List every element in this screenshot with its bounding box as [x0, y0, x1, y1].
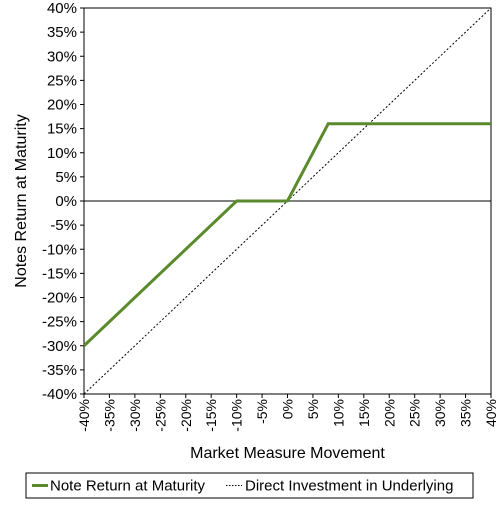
y-tick-label: -20%	[42, 290, 77, 307]
legend-label-note-return: Note Return at Maturity	[50, 478, 206, 495]
legend: Note Return at Maturity Direct Investmen…	[25, 472, 474, 499]
y-tick-label: 5%	[55, 169, 77, 186]
x-tick-label: -35%	[101, 399, 117, 432]
y-tick-label: 20%	[47, 97, 77, 114]
x-axis-ticks: -40% -35% -30% -25% -20% -15% -10% -5% 0% 5% 10% 15…	[76, 394, 499, 432]
y-axis-ticks: 40% 35% 30% 25% 20% 15% 10% 5% 0% -5% -10% -15% -20%…	[42, 0, 84, 403]
y-tick-label: 10%	[47, 145, 77, 162]
x-tick-label: 25%	[407, 399, 423, 427]
y-tick-label: 40%	[47, 0, 77, 17]
x-tick-label: 35%	[458, 399, 474, 427]
x-tick-label: -20%	[178, 399, 194, 432]
y-tick-label: -25%	[42, 314, 77, 331]
series-lines	[82, 7, 492, 395]
y-tick-label: -5%	[50, 217, 77, 234]
y-tick-label: 15%	[47, 121, 77, 138]
x-tick-label: 0%	[280, 399, 296, 419]
legend-frame	[25, 472, 474, 499]
x-tick-label: -40%	[76, 399, 92, 432]
y-tick-label: 0%	[55, 193, 77, 210]
y-tick-label: 25%	[47, 72, 77, 89]
y-tick-label: 35%	[47, 24, 77, 41]
series-line-note-return	[82, 122, 491, 347]
x-tick-label: 10%	[330, 399, 346, 427]
x-tick-label: -5%	[254, 399, 270, 424]
y-tick-label: -30%	[42, 338, 77, 355]
x-tick-label: 30%	[432, 399, 448, 427]
y-tick-label: -40%	[42, 386, 77, 403]
x-tick-label: 5%	[305, 399, 321, 419]
x-tick-label: 40%	[483, 399, 499, 427]
x-axis-title: Market Measure Movement	[190, 445, 385, 462]
x-tick-label: -25%	[152, 399, 168, 432]
y-tick-label: 30%	[47, 48, 77, 65]
x-tick-label: -15%	[203, 399, 219, 432]
x-tick-label: -30%	[127, 399, 143, 432]
x-tick-label: 20%	[381, 399, 397, 427]
y-tick-label: -35%	[42, 362, 77, 379]
x-tick-label: -10%	[229, 399, 245, 432]
x-tick-label: 15%	[356, 399, 372, 427]
y-tick-label: -15%	[42, 265, 77, 282]
legend-label-direct-investment: Direct Investment in Underlying	[245, 478, 453, 495]
y-axis-title: Notes Return at Maturity	[13, 114, 30, 287]
y-tick-label: -10%	[42, 241, 77, 258]
